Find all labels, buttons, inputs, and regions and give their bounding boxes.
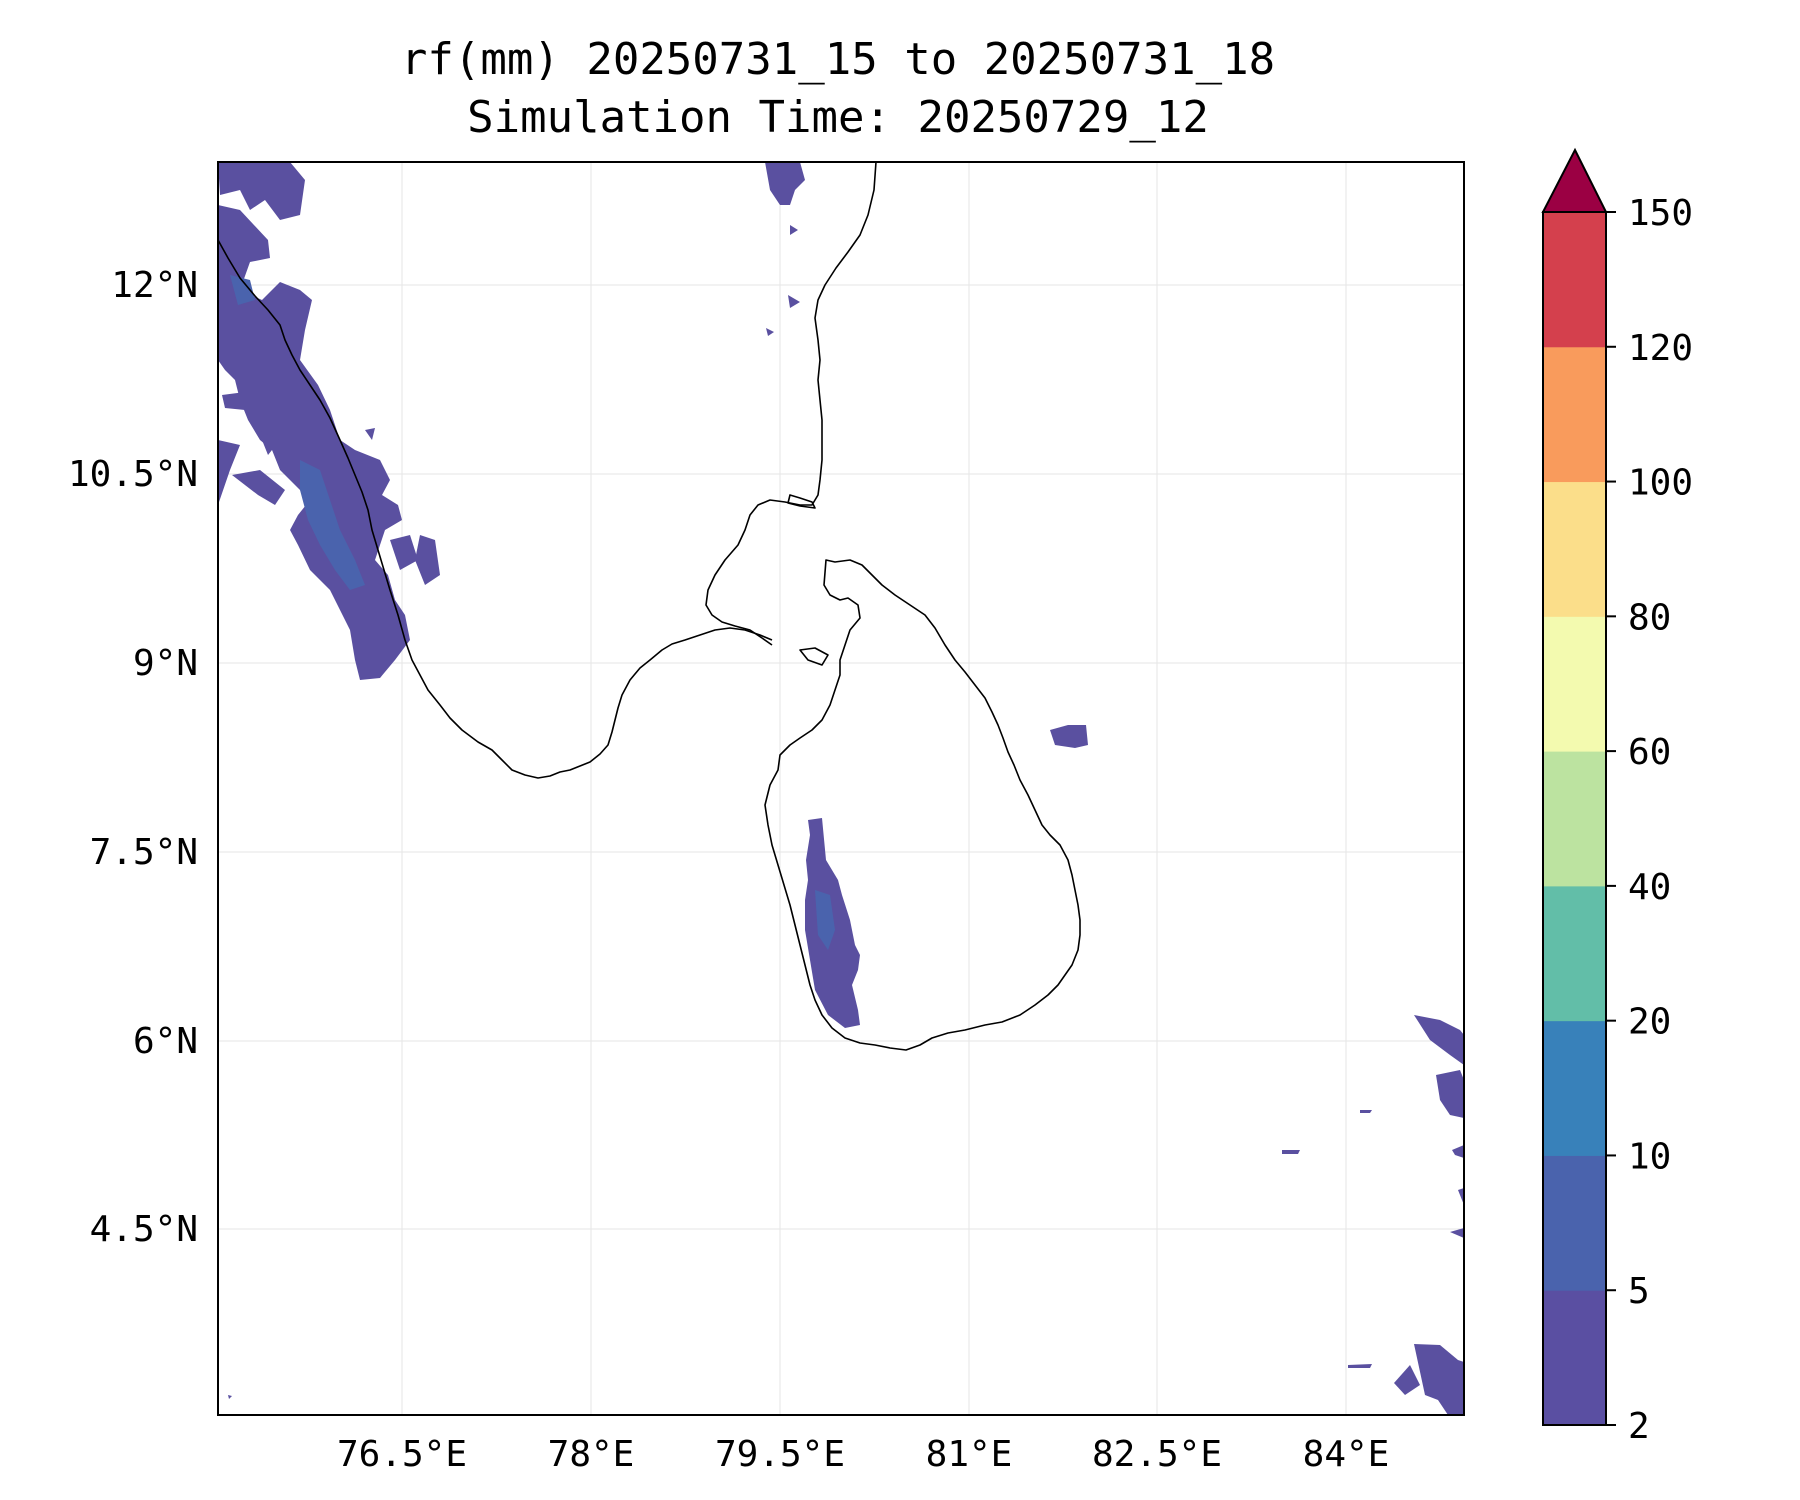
india-east-coast <box>705 162 877 646</box>
mannar-island <box>799 647 829 666</box>
colorbar: 2 5 10 20 40 60 80 100 120 150 <box>1541 147 1693 1447</box>
colorbar-tick-label: 150 <box>1628 193 1693 234</box>
colorbar-band <box>1543 616 1606 752</box>
coastlines <box>218 162 1081 1051</box>
colorbar-tick-label: 100 <box>1628 463 1693 504</box>
colorbar-tick-label: 2 <box>1628 1406 1650 1447</box>
map-frame <box>217 161 1465 1416</box>
colorbar-tick-label: 10 <box>1628 1136 1671 1177</box>
colorbar-extend-arrow <box>1541 147 1608 213</box>
colorbar-bands <box>1543 212 1606 1426</box>
rainfall-shading <box>218 162 1464 1415</box>
colorbar-band <box>1543 1020 1606 1156</box>
lon-tick-label: 84°E <box>1303 1434 1390 1475</box>
title-line-1: rf(mm) 20250731_15 to 20250731_18 <box>401 34 1275 85</box>
lon-tick-labels: 76.5°E 78°E 79.5°E 81°E 82.5°E 84°E <box>337 1434 1389 1475</box>
lat-tick-label: 9°N <box>133 643 198 684</box>
lon-tick-label: 82.5°E <box>1092 1434 1222 1475</box>
lat-tick-label: 7.5°N <box>90 832 198 873</box>
colorbar-band <box>1543 885 1606 1022</box>
india-west-coast <box>218 239 773 779</box>
colorbar-band <box>1543 212 1606 348</box>
colorbar-tick-label: 5 <box>1628 1271 1650 1312</box>
lat-tick-label: 12°N <box>111 265 198 306</box>
lat-tick-label: 4.5°N <box>90 1209 198 1250</box>
lat-tick-label: 10.5°N <box>68 454 198 495</box>
lon-tick-label: 79.5°E <box>715 1434 845 1475</box>
colorbar-tick-label: 80 <box>1628 597 1671 638</box>
colorbar-band <box>1543 751 1606 887</box>
colorbar-band <box>1543 1155 1606 1291</box>
colorbar-tick-label: 120 <box>1628 328 1693 369</box>
colorbar-tick-label: 20 <box>1628 1002 1671 1043</box>
colorbar-tick-label: 40 <box>1628 867 1671 908</box>
lat-tick-labels: 12°N 10.5°N 9°N 7.5°N 6°N 4.5°N <box>68 265 198 1250</box>
colorbar-frame <box>1542 211 1607 1426</box>
lon-tick-label: 78°E <box>548 1434 635 1475</box>
lon-tick-label: 81°E <box>926 1434 1013 1475</box>
sri-lanka-coast <box>764 559 1081 1051</box>
colorbar-band <box>1543 1290 1606 1426</box>
map-plot-area <box>218 162 1464 1415</box>
colorbar-ticks: 2 5 10 20 40 60 80 100 120 150 <box>1606 193 1693 1447</box>
palk-island <box>787 494 816 509</box>
gridlines <box>218 162 1464 1415</box>
title-line-2: Simulation Time: 20250729_12 <box>467 92 1209 143</box>
lat-tick-label: 6°N <box>133 1021 198 1062</box>
lon-tick-label: 76.5°E <box>337 1434 467 1475</box>
colorbar-tick-label: 60 <box>1628 732 1671 773</box>
colorbar-band <box>1543 481 1606 617</box>
colorbar-band <box>1543 346 1606 483</box>
